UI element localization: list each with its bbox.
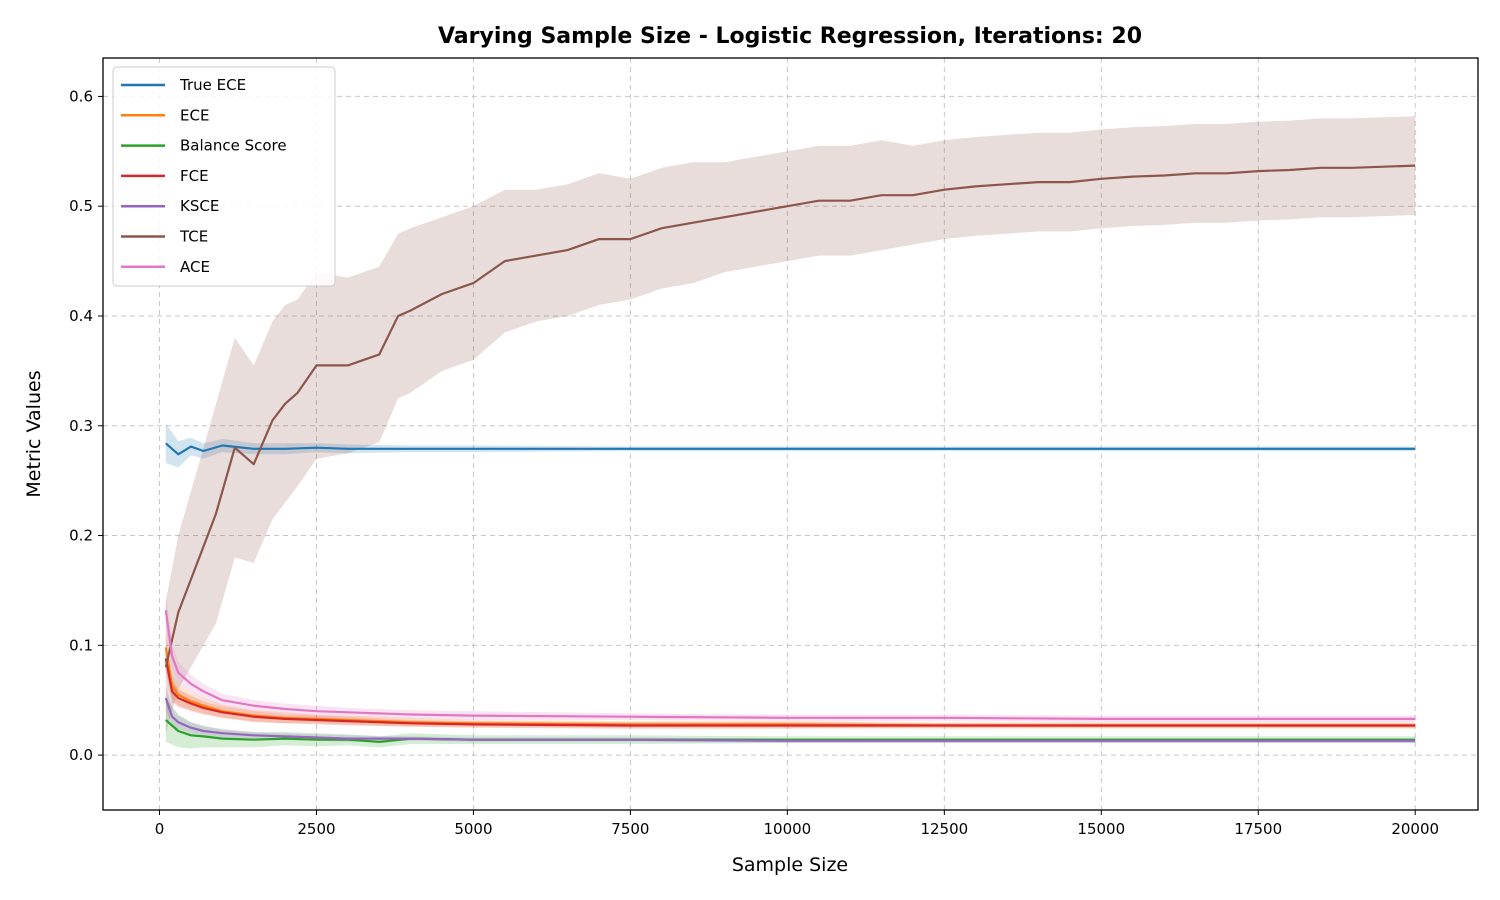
- series-line-tce: [164, 164, 1416, 668]
- y-tick-label: 0.0: [69, 746, 93, 764]
- x-tick-label: 20000: [1391, 820, 1439, 838]
- legend-label: ECE: [180, 106, 209, 124]
- series-lines: [164, 164, 1416, 744]
- x-tick-label: 5000: [454, 820, 492, 838]
- x-tick-label: 2500: [297, 820, 335, 838]
- y-tick-label: 0.4: [69, 307, 93, 325]
- x-tick-label: 17500: [1234, 820, 1282, 838]
- y-tick-label: 0.5: [69, 197, 93, 215]
- y-tick-label: 0.1: [69, 636, 93, 654]
- legend: True ECE ECE Balance Score FCE KSCE TCE ACE: [112, 66, 336, 287]
- x-tick-label: 15000: [1077, 820, 1125, 838]
- band-fce: [165, 645, 1416, 729]
- legend-label: TCE: [179, 228, 208, 246]
- x-tick-label: 10000: [764, 820, 812, 838]
- legend-label: ACE: [180, 258, 210, 276]
- legend-label: True ECE: [179, 76, 246, 94]
- band-balance-score: [165, 698, 1416, 749]
- series-line-ksce: [164, 697, 1416, 742]
- series-line-fce: [164, 658, 1416, 727]
- series-line-ace: [164, 610, 1416, 721]
- plot-frame: [102, 57, 1479, 811]
- x-axis-label: Sample Size: [732, 854, 848, 876]
- legend-box: [112, 66, 336, 287]
- band-true-ece: [165, 423, 1416, 468]
- x-tick-label: 12500: [920, 820, 968, 838]
- y-axis-label: Metric Values: [23, 370, 45, 497]
- y-tick-label: 0.6: [69, 87, 93, 105]
- band-tce: [165, 116, 1416, 734]
- x-tick-label: 0: [155, 820, 165, 838]
- y-tick-label: 0.2: [69, 527, 93, 545]
- y-axis-ticks: 0.0 0.1 0.2 0.3 0.4 0.5 0.6: [69, 87, 103, 764]
- x-axis-ticks: 0 2500 5000 7500 10000 12500 15000 17500 20000: [155, 810, 1439, 838]
- legend-label: Balance Score: [180, 137, 287, 155]
- chart-title: Varying Sample Size - Logistic Regressio…: [438, 24, 1142, 49]
- x-tick-label: 7500: [611, 820, 649, 838]
- legend-label: KSCE: [180, 197, 219, 215]
- legend-label: FCE: [180, 167, 209, 185]
- y-tick-label: 0.3: [69, 417, 93, 435]
- series-line-true-ece: [165, 442, 1416, 456]
